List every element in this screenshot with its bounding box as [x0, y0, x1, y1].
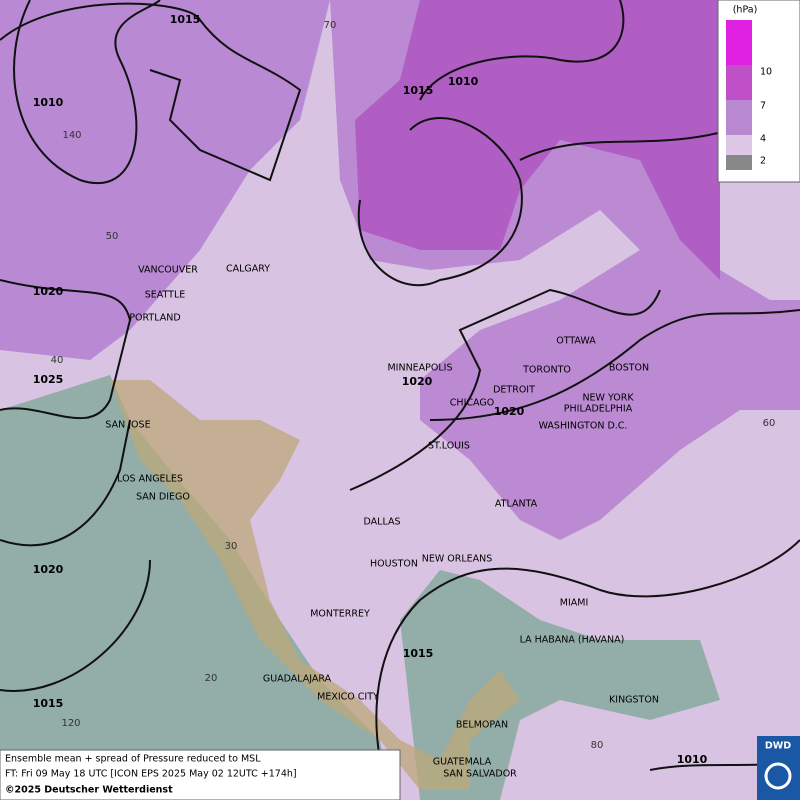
graticule-label: 40: [51, 355, 64, 366]
city-label: LA HABANA (HAVANA): [520, 635, 625, 646]
city-label: DETROIT: [493, 385, 535, 396]
legend-swatch: [726, 20, 752, 65]
legend-swatch: [726, 135, 752, 155]
city-label: GUATEMALA: [433, 757, 492, 768]
spread-high: [355, 0, 720, 280]
sea: [0, 375, 390, 800]
isobar-label: 1020: [494, 405, 525, 418]
footer-text: ©2025 Deutscher Wetterdienst: [5, 785, 173, 796]
isobar-label: 1015: [170, 13, 201, 26]
isobar-line: [0, 2, 302, 182]
city-label: KINGSTON: [609, 695, 659, 706]
isobar-line: [0, 559, 151, 692]
city-label: ST.LOUIS: [428, 441, 470, 452]
city-label: BOSTON: [609, 363, 649, 374]
isobar-label: 1020: [33, 563, 64, 576]
city-label: CALGARY: [226, 264, 270, 275]
city-label: SAN JOSE: [105, 420, 150, 431]
city-label: PORTLAND: [129, 313, 180, 324]
isobar-line: [0, 279, 132, 420]
city-label: NEW YORK: [582, 393, 634, 404]
isobar-label: 1020: [33, 285, 64, 298]
city-label: HOUSTON: [370, 559, 418, 570]
logo-icon: [764, 762, 792, 790]
terrain: [110, 380, 520, 790]
city-label: MONTERREY: [310, 609, 370, 620]
city-label: MINNEAPOLIS: [387, 363, 452, 374]
city-label: SAN SALVADOR: [443, 769, 517, 780]
city-label: CHICAGO: [450, 398, 494, 409]
sea: [400, 570, 720, 800]
city-label: OTTAWA: [556, 336, 596, 347]
city-label: TORONTO: [522, 365, 571, 376]
city-label: NEW ORLEANS: [422, 554, 493, 565]
legend-level: 10: [760, 67, 772, 78]
isobar-label: 1015: [403, 84, 434, 97]
spread-mid: [0, 0, 330, 360]
isobar-label: 1015: [33, 697, 64, 710]
legend-swatch: [726, 65, 752, 100]
footer-box: [0, 749, 401, 801]
city-label: SEATTLE: [145, 290, 186, 301]
footer-text: Ensemble mean + spread of Pressure reduc…: [5, 754, 261, 765]
legend-level: 7: [760, 101, 766, 112]
city-label: MEXICO CITY: [317, 692, 379, 703]
graticule-label: 30: [225, 541, 238, 552]
graticule-label: 70: [324, 20, 337, 31]
isobar-label: 1010: [33, 96, 64, 109]
city-label: VANCOUVER: [138, 265, 198, 276]
graticule-label: 140: [62, 130, 81, 141]
isobar-label: 1015: [403, 647, 434, 660]
city-label: DALLAS: [364, 517, 401, 528]
city-label: PHILADELPHIA: [564, 404, 633, 415]
isobar-line: [357, 117, 523, 287]
isobar-label: 1010: [448, 75, 479, 88]
isobar-line: [419, 0, 625, 101]
footer-text: FT: Fri 09 May 18 UTC [ICON EPS 2025 May…: [5, 769, 297, 780]
logo-text: DWD: [765, 741, 791, 752]
city-label: LOS ANGELES: [117, 474, 183, 485]
isobar-label: 1020: [402, 375, 433, 388]
isobar-label: 1025: [33, 373, 64, 386]
isobar-line: [0, 419, 131, 547]
graticule-label: 80: [591, 740, 604, 751]
graticule-label: 50: [106, 231, 119, 242]
legend-level: 4: [760, 134, 766, 145]
legend-swatch: [726, 100, 752, 135]
city-label: ATLANTA: [495, 499, 538, 510]
city-label: BELMOPAN: [456, 720, 508, 731]
graticule-label: 20: [205, 673, 218, 684]
legend-swatch: [726, 155, 752, 170]
city-label: GUADALAJARA: [263, 674, 332, 685]
isobar-line: [13, 0, 161, 184]
legend-unit: (hPa): [733, 5, 758, 16]
city-label: SAN DIEGO: [136, 492, 190, 503]
isobar-label: 1010: [677, 753, 708, 766]
legend-level: 2: [760, 156, 766, 167]
graticule-label: 60: [763, 418, 776, 429]
isobar-line: [349, 288, 661, 491]
isobar-line: [429, 309, 800, 421]
city-label: WASHINGTON D.C.: [539, 421, 628, 432]
graticule-label: 120: [61, 718, 80, 729]
city-label: MIAMI: [560, 598, 589, 609]
isobars: [0, 0, 800, 771]
isobar-line: [375, 539, 800, 761]
